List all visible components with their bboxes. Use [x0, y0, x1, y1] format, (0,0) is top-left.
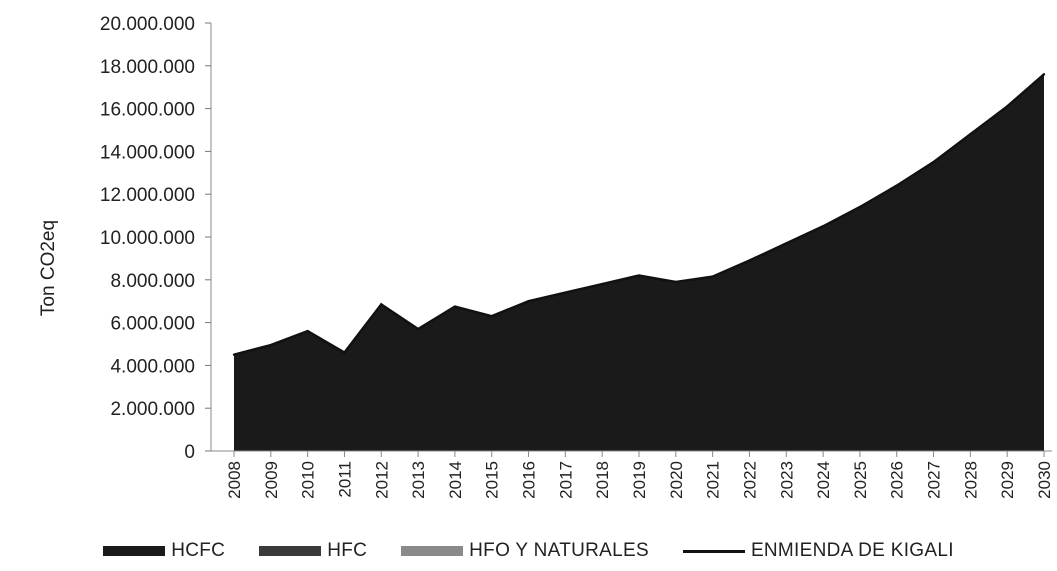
line-point: [895, 184, 898, 187]
x-tick-label: 2015: [483, 461, 502, 499]
x-tick-label: 2025: [851, 461, 870, 499]
legend-swatch: [103, 546, 166, 556]
y-tick-label: 14.000.000: [100, 142, 195, 163]
line-point: [380, 303, 383, 306]
area-series: [234, 74, 1044, 452]
line-point: [453, 305, 457, 308]
line-point: [674, 280, 678, 284]
x-tick-label: 2008: [225, 461, 244, 499]
x-tick-label: 2011: [335, 461, 354, 498]
y-tick-label: 6.000.000: [110, 314, 195, 335]
legend-item: ENMIENDA DE KIGALI: [682, 540, 954, 562]
line-point: [306, 329, 309, 333]
legend-item: HFO Y NATURALES: [401, 540, 649, 562]
line-point: [269, 343, 273, 347]
x-tick-label: 2022: [740, 461, 759, 499]
x-axis: 2008 2009 2010 2011 2012 2013 2014 2015 2016 2017…: [211, 450, 1054, 499]
line-point: [969, 133, 972, 136]
x-tick-label: 2029: [998, 461, 1017, 499]
x-tick-label: 2012: [372, 461, 391, 499]
x-tick-label: 2017: [556, 461, 575, 499]
legend-item: HCFC: [103, 540, 225, 562]
line-point: [748, 259, 751, 262]
line-point: [1005, 105, 1009, 108]
y-axis-title: Ton CO2eq: [38, 220, 59, 316]
line-point: [527, 300, 530, 303]
legend-label: HFC: [327, 540, 368, 561]
line-point: [490, 314, 493, 318]
x-tick-label: 2024: [814, 461, 833, 499]
line-point: [416, 327, 420, 331]
y-tick-label: 2.000.000: [110, 399, 195, 420]
x-tick-label: 2027: [925, 461, 944, 499]
x-tick-label: 2028: [961, 461, 980, 499]
x-tick-label: 2010: [299, 461, 318, 499]
line-point: [232, 353, 236, 356]
legend-label: HFO Y NATURALES: [469, 540, 649, 561]
y-tick-label: 4.000.000: [110, 356, 195, 377]
line-point: [637, 274, 641, 277]
legend-swatch: [401, 546, 464, 556]
y-tick-label: 0: [184, 442, 195, 463]
line-point: [785, 242, 788, 245]
y-tick-label: 20.000.000: [100, 14, 195, 35]
legend: HCFC HFC HFO Y NATURALES ENMIENDA DE KIGALI: [0, 536, 1057, 566]
line-point: [564, 291, 567, 294]
legend-swatch: [682, 549, 745, 553]
line-point: [932, 160, 935, 164]
y-tick-label: 8.000.000: [110, 271, 195, 292]
y-tick-label: 10.000.000: [100, 228, 195, 249]
x-tick-label: 2018: [593, 461, 612, 499]
y-axis-ticks: 0 2.000.000 4.000.000 6.000.000 8.000.000 10.…: [100, 14, 212, 463]
legend-label: HCFC: [171, 540, 226, 561]
x-tick-label: 2030: [1035, 461, 1054, 499]
line-point: [343, 351, 346, 354]
x-tick-label: 2020: [667, 461, 686, 499]
x-tick-label: 2019: [630, 461, 649, 499]
x-tick-label: 2023: [777, 461, 796, 499]
line-point: [821, 225, 825, 228]
x-tick-label: 2013: [409, 461, 428, 499]
line-series: [232, 73, 1046, 356]
y-tick-label: 16.000.000: [100, 100, 195, 121]
line-point: [858, 205, 862, 209]
legend-label: ENMIENDA DE KIGALI: [750, 540, 954, 561]
legend-item: HFC: [259, 540, 367, 562]
line-point: [711, 275, 714, 278]
x-tick-label: 2026: [888, 461, 907, 499]
area-hcfc: [234, 74, 1044, 452]
line-point: [1042, 73, 1046, 76]
line-point: [600, 282, 604, 286]
legend-swatch: [259, 546, 322, 556]
y-tick-label: 12.000.000: [100, 185, 195, 206]
x-tick-label: 2016: [520, 461, 539, 499]
x-tick-label: 2014: [446, 461, 465, 499]
y-tick-label: 18.000.000: [100, 57, 195, 78]
x-tick-label: 2009: [262, 461, 281, 499]
x-tick-label: 2021: [704, 461, 723, 499]
